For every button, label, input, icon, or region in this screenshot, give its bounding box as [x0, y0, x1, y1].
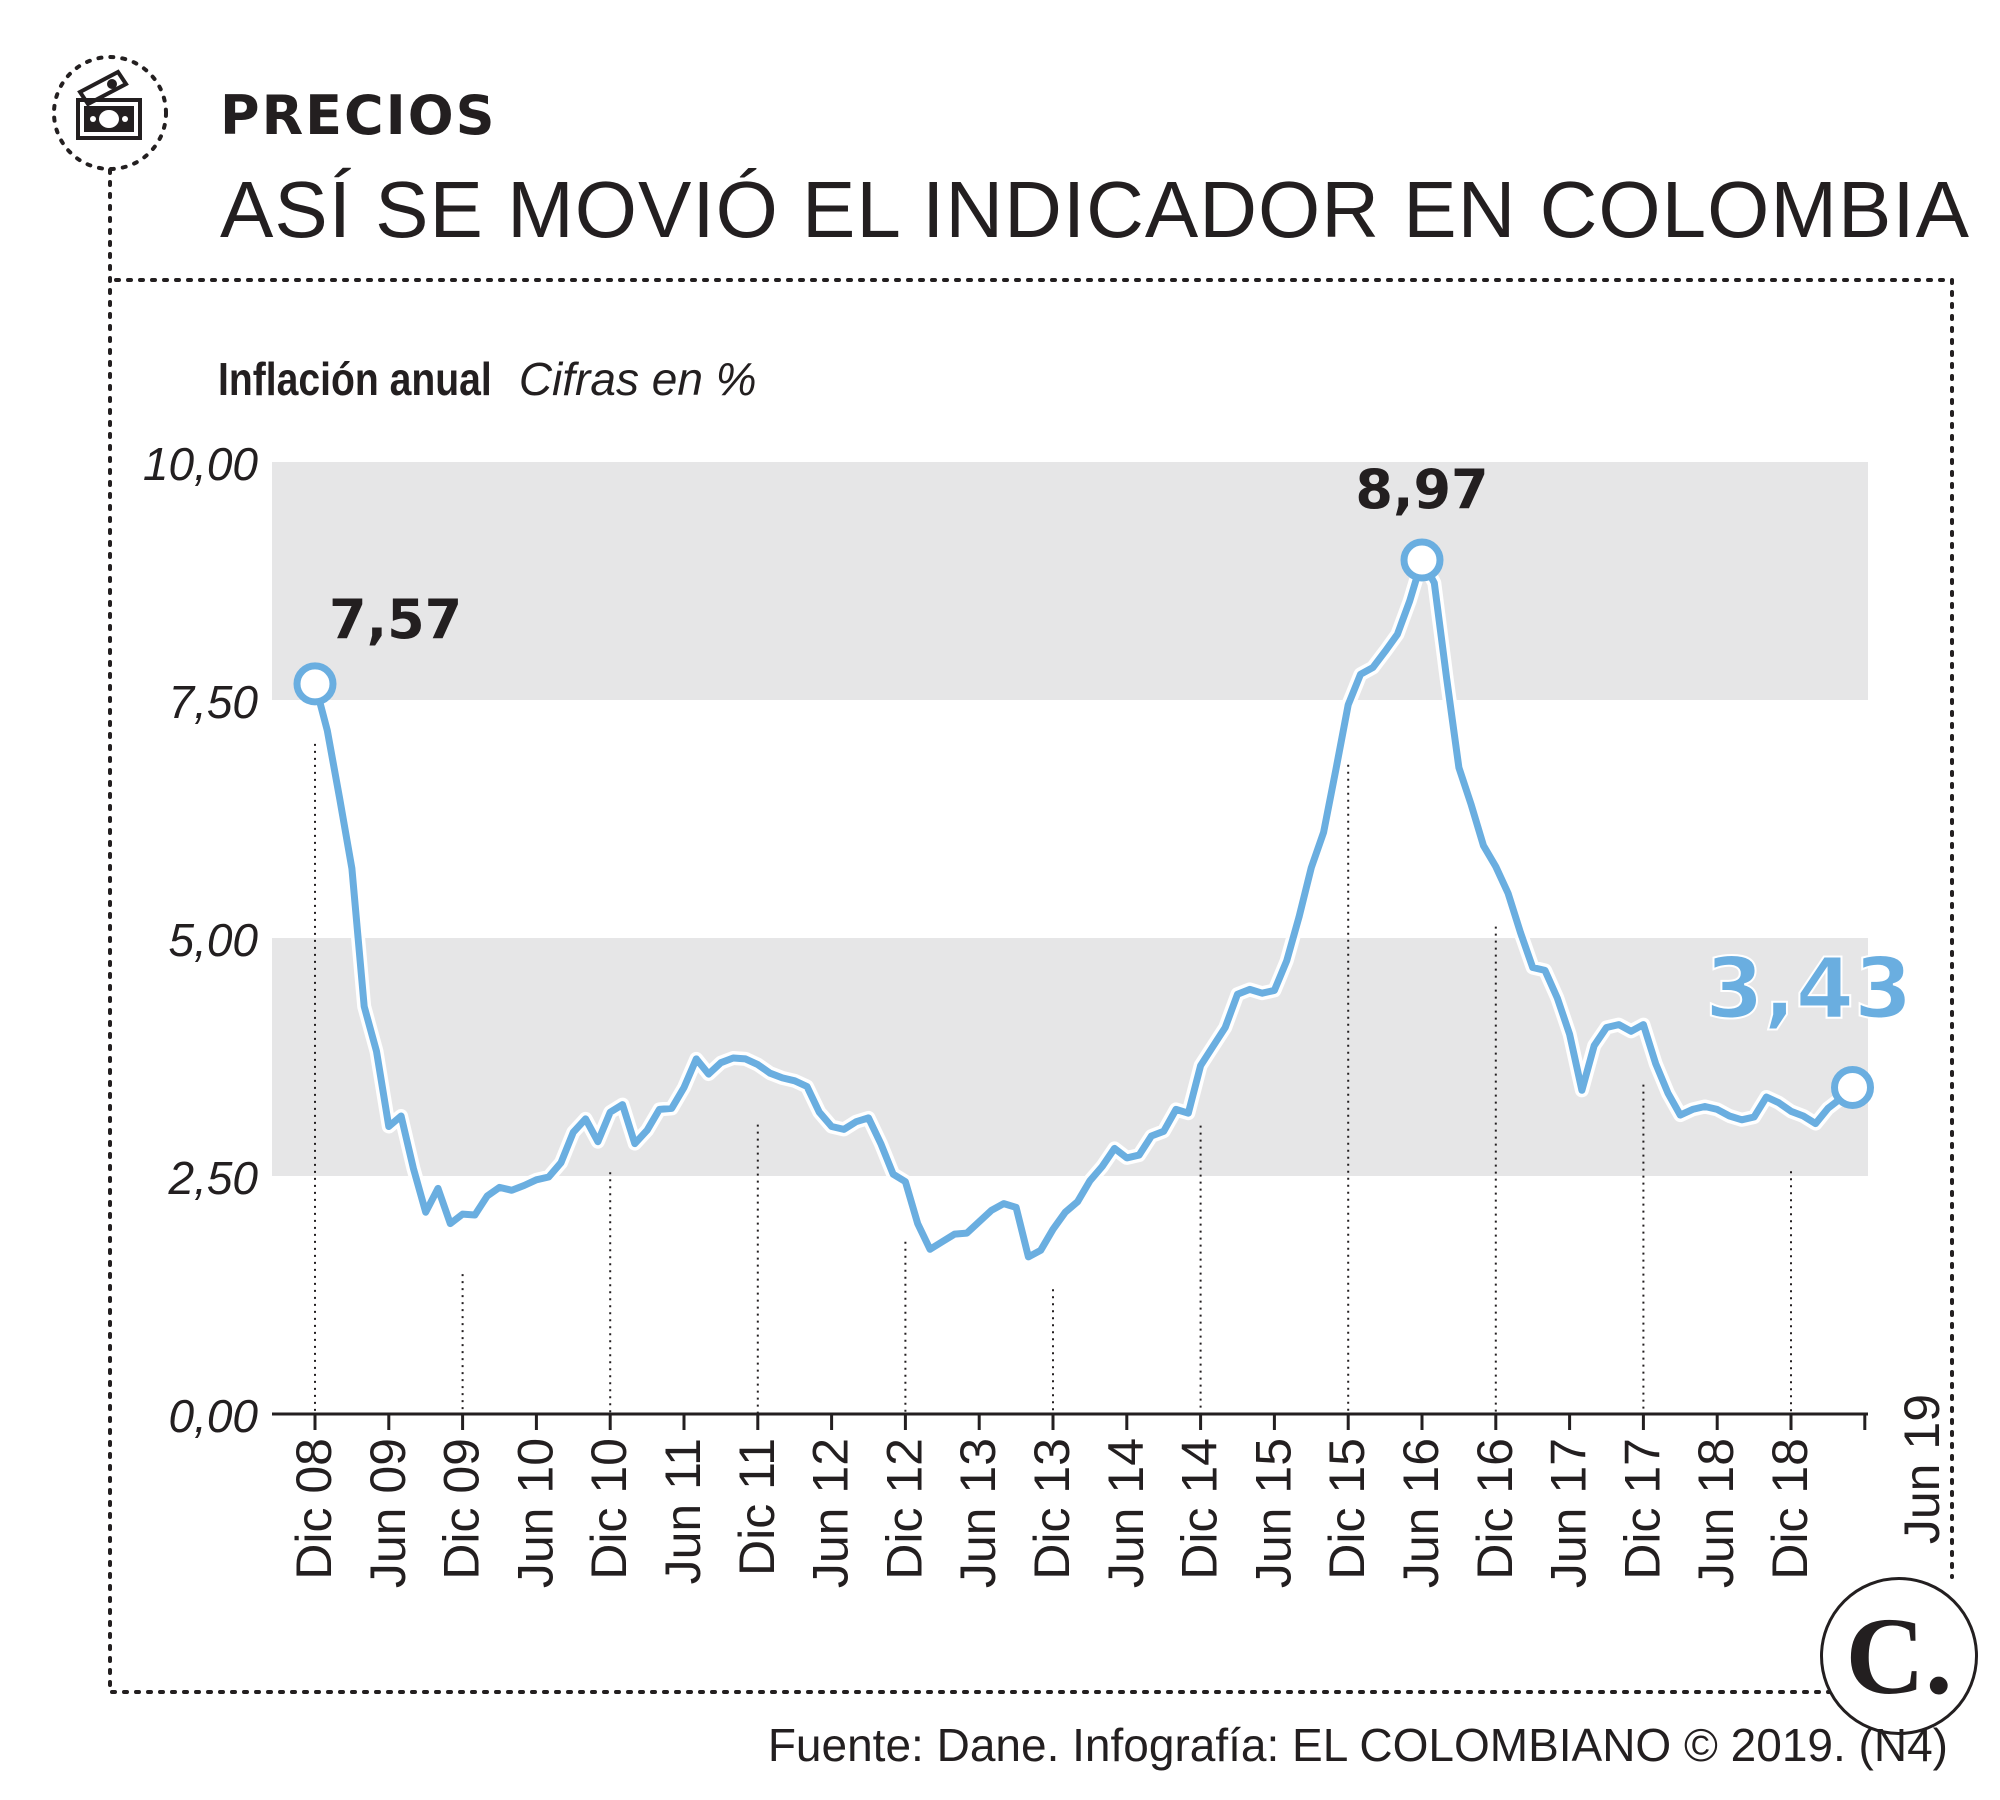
- x-tick-label: Dic 17: [1614, 1438, 1670, 1580]
- annotation-marker: [293, 662, 337, 706]
- x-tick-label: Dic 10: [581, 1438, 637, 1580]
- x-tick-label: Dic 12: [876, 1438, 932, 1580]
- series-line: [311, 556, 1856, 1261]
- band-0: [272, 938, 1868, 1176]
- x-tick-label: Jun 11: [655, 1438, 711, 1584]
- x-tick-label: Dic 14: [1172, 1438, 1228, 1580]
- y-tick-label: 2,50: [167, 1152, 258, 1204]
- y-tick-label: 7,50: [168, 676, 258, 728]
- x-tick-label: Jun 19: [1894, 1394, 1950, 1544]
- x-tick-label: Jun 10: [507, 1438, 563, 1588]
- x-tick-label: Jun 13: [950, 1438, 1006, 1588]
- y-tick-label: 0,00: [168, 1390, 258, 1442]
- chart-subtitle: Inflación anual Cifras en %: [218, 352, 757, 406]
- source-note: Fuente: Dane. Infografía: EL COLOMBIANO …: [767, 1719, 1948, 1771]
- page-title: ASÍ SE MOVIÓ EL INDICADOR EN COLOMBIA: [220, 165, 1970, 254]
- icon-ring: [52, 55, 168, 171]
- annotation-label: 8,97: [1355, 458, 1488, 521]
- y-tick-label: 5,00: [168, 914, 258, 966]
- x-tick-label: Jun 12: [803, 1438, 859, 1588]
- x-tick-label: Jun 16: [1393, 1438, 1449, 1588]
- section-label: PRECIOS: [220, 84, 497, 147]
- frame: [52, 55, 1954, 1694]
- money-icon: [76, 69, 142, 140]
- x-tick-label: Jun 18: [1688, 1438, 1744, 1588]
- inflation-chart: 0,00 2,50 5,00 7,50 10,00 Dic 08 Jun 09 Dic 09 J…: [143, 438, 1950, 1588]
- chart-unit: Cifras en %: [518, 353, 757, 405]
- annotation-label: 3,43: [1705, 939, 1912, 1037]
- x-tick-label: Dic 13: [1024, 1438, 1080, 1580]
- frame-left-bottom: [108, 168, 1954, 1694]
- x-tick-label: Dic 09: [434, 1438, 490, 1580]
- x-tick-label: Jun 17: [1541, 1438, 1597, 1588]
- x-tick-label: Jun 09: [360, 1438, 416, 1588]
- band-1: [272, 462, 1868, 700]
- brand-letter: C.: [1845, 1595, 1953, 1717]
- x-tick-label: Jun 15: [1245, 1438, 1301, 1588]
- x-tick-label: Dic 16: [1467, 1438, 1523, 1580]
- annotation-marker: [1400, 538, 1444, 582]
- frame-top-right: [114, 278, 1954, 1579]
- x-tick-label: Dic 08: [286, 1438, 342, 1580]
- annotation-marker: [1831, 1065, 1874, 1109]
- chart-title: Inflación anual: [218, 353, 492, 405]
- x-tick-label: Jun 14: [1098, 1438, 1154, 1588]
- brand-logo: C.: [1820, 1577, 1978, 1735]
- x-tick-label: Dic 15: [1319, 1438, 1375, 1580]
- x-tick-label: Dic 11: [729, 1438, 785, 1576]
- x-tick-label: Dic 18: [1762, 1438, 1818, 1580]
- y-tick-label: 10,00: [143, 438, 259, 490]
- annotation-label: 7,57: [329, 588, 462, 651]
